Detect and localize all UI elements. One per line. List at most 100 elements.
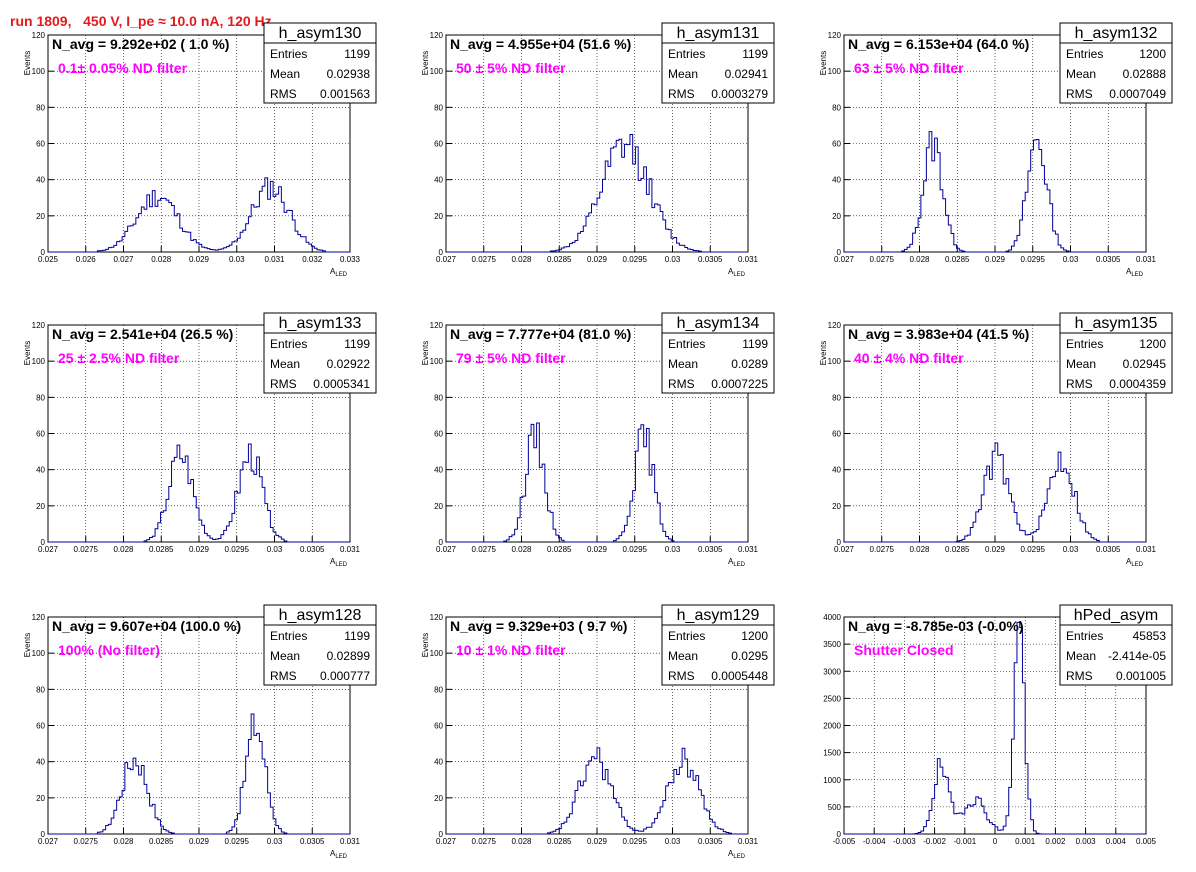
x-tick-label: 0.0305 bbox=[1096, 255, 1121, 264]
y-tick-label: 0 bbox=[837, 830, 842, 839]
stat-label: RMS bbox=[668, 87, 695, 101]
y-tick-label: 120 bbox=[32, 31, 46, 40]
y-tick-label: 0 bbox=[439, 538, 444, 547]
x-tick-label: -0.001 bbox=[953, 837, 976, 846]
y-tick-label: 0 bbox=[41, 538, 46, 547]
stats-box-frame bbox=[661, 312, 775, 394]
stat-value: 0.0003279 bbox=[711, 87, 768, 101]
y-axis-title: Events bbox=[819, 51, 828, 75]
stats-box-frame bbox=[263, 312, 377, 394]
y-tick-label: 20 bbox=[434, 502, 443, 511]
y-tick-label: 0 bbox=[41, 248, 46, 257]
stats-box: h_asym129 Entries 1200 Mean 0.0295 RMS 0.00054… bbox=[661, 604, 775, 686]
n-avg-label: N_avg = 4.955e+04 (51.6 %) bbox=[450, 36, 631, 52]
stat-label: Entries bbox=[668, 47, 705, 61]
x-tick-label: 0.0285 bbox=[149, 545, 174, 554]
x-tick-label: 0.031 bbox=[340, 837, 361, 846]
stat-value: 1200 bbox=[741, 629, 768, 643]
stat-value: 0.02945 bbox=[1123, 357, 1167, 371]
histogram-name: hPed_asym bbox=[1074, 607, 1159, 624]
stat-value: 0.0007049 bbox=[1109, 87, 1166, 101]
x-tick-label: 0.028 bbox=[909, 545, 930, 554]
y-tick-label: 0 bbox=[41, 830, 46, 839]
y-tick-label: 100 bbox=[32, 67, 46, 76]
x-tick-label: 0.031 bbox=[264, 255, 285, 264]
x-tick-label: 0.027 bbox=[113, 255, 134, 264]
histogram-name: h_asym128 bbox=[279, 607, 362, 624]
y-tick-label: 60 bbox=[36, 430, 45, 439]
stat-value: 0.02941 bbox=[725, 67, 769, 81]
x-tick-label: 0.027 bbox=[834, 545, 855, 554]
histogram-line bbox=[446, 133, 748, 253]
panel-h_asym130: 0.025 0.026 0.027 0.028 0.029 0.03 0.031 0.032 0… bbox=[23, 22, 377, 278]
y-tick-label: 0 bbox=[837, 248, 842, 257]
x-tick-label: 0.028 bbox=[909, 255, 930, 264]
panel-h_asym129: 0.027 0.0275 0.028 0.0285 0.029 0.0295 0.03 0.0… bbox=[421, 604, 775, 860]
x-tick-label: 0.0275 bbox=[472, 255, 497, 264]
y-tick-label: 0 bbox=[837, 538, 842, 547]
stat-label: RMS bbox=[1066, 377, 1093, 391]
y-tick-label: 40 bbox=[36, 466, 45, 475]
stat-label: Mean bbox=[668, 649, 698, 663]
x-tick-label: 0.0305 bbox=[300, 837, 325, 846]
stat-value: 0.02899 bbox=[327, 649, 371, 663]
x-axis-title: ALED bbox=[728, 267, 746, 278]
y-tick-label: 60 bbox=[36, 140, 45, 149]
filter-label: Shutter Closed bbox=[854, 642, 954, 658]
y-tick-label: 80 bbox=[36, 685, 45, 694]
x-tick-label: 0.029 bbox=[189, 837, 210, 846]
stat-value: 0.0004359 bbox=[1109, 377, 1166, 391]
x-tick-label: 0.028 bbox=[511, 545, 532, 554]
x-tick-label: 0.005 bbox=[1136, 837, 1157, 846]
x-tick-label: 0.0305 bbox=[698, 545, 723, 554]
stats-box: h_asym134 Entries 1199 Mean 0.0289 RMS 0.00072… bbox=[661, 312, 775, 394]
x-tick-label: 0.028 bbox=[511, 837, 532, 846]
x-axis-title: ALED bbox=[1126, 267, 1144, 278]
n-avg-label: N_avg = -8.785e-03 (-0.0%) bbox=[848, 618, 1023, 634]
stats-box: h_asym130 Entries 1199 Mean 0.02938 RMS 0.0015… bbox=[263, 22, 377, 104]
x-tick-label: 0.029 bbox=[985, 255, 1006, 264]
x-axis-title: ALED bbox=[330, 849, 348, 860]
x-tick-label: 0.0295 bbox=[225, 837, 250, 846]
y-tick-label: 3000 bbox=[823, 667, 841, 676]
y-tick-label: 0 bbox=[439, 248, 444, 257]
y-tick-label: 60 bbox=[434, 430, 443, 439]
stat-label: Entries bbox=[1066, 629, 1103, 643]
stat-label: Entries bbox=[1066, 337, 1103, 351]
x-tick-label: 0.0295 bbox=[225, 545, 250, 554]
x-axis-title: ALED bbox=[330, 267, 348, 278]
x-tick-label: 0.0305 bbox=[300, 545, 325, 554]
stats-box: h_asym133 Entries 1199 Mean 0.02922 RMS 0.0005… bbox=[263, 312, 377, 394]
filter-label: 0.1± 0.05% ND filter bbox=[58, 60, 188, 76]
y-tick-label: 120 bbox=[430, 31, 444, 40]
x-tick-label: -0.002 bbox=[923, 837, 946, 846]
filter-label: 40 ± 4% ND filter bbox=[854, 350, 964, 366]
x-tick-label: 0.03 bbox=[665, 255, 681, 264]
panel-h_asym133: 0.027 0.0275 0.028 0.0285 0.029 0.0295 0.03 0.0… bbox=[23, 312, 377, 568]
y-tick-label: 60 bbox=[36, 722, 45, 731]
stats-box: h_asym135 Entries 1200 Mean 0.02945 RMS 0.0004… bbox=[1059, 312, 1173, 394]
x-tick-label: 0.027 bbox=[436, 837, 457, 846]
histogram-name: h_asym134 bbox=[677, 315, 760, 332]
y-tick-label: 120 bbox=[430, 321, 444, 330]
y-tick-label: 40 bbox=[832, 176, 841, 185]
x-tick-label: 0.0285 bbox=[547, 545, 572, 554]
stat-value: 45853 bbox=[1133, 629, 1167, 643]
stat-value: 1199 bbox=[344, 629, 370, 643]
histogram-line bbox=[844, 442, 1146, 543]
stat-value: 0.02938 bbox=[327, 67, 371, 81]
stats-box-frame bbox=[1059, 312, 1173, 394]
y-tick-label: 20 bbox=[434, 212, 443, 221]
panel-hPed_asym: -0.005 -0.004 -0.003 -0.002 -0.001 0 0.001 0.00… bbox=[823, 604, 1173, 846]
stat-label: Mean bbox=[270, 67, 300, 81]
x-tick-label: 0.027 bbox=[38, 837, 59, 846]
stat-value: 1199 bbox=[344, 47, 370, 61]
x-tick-label: 0.0275 bbox=[472, 545, 497, 554]
x-tick-label: 0.0275 bbox=[74, 545, 99, 554]
x-tick-label: 0.025 bbox=[38, 255, 59, 264]
y-tick-label: 100 bbox=[430, 67, 444, 76]
stat-value: 0.001005 bbox=[1116, 669, 1166, 683]
y-tick-label: 40 bbox=[36, 758, 45, 767]
x-tick-label: 0.03 bbox=[267, 545, 283, 554]
